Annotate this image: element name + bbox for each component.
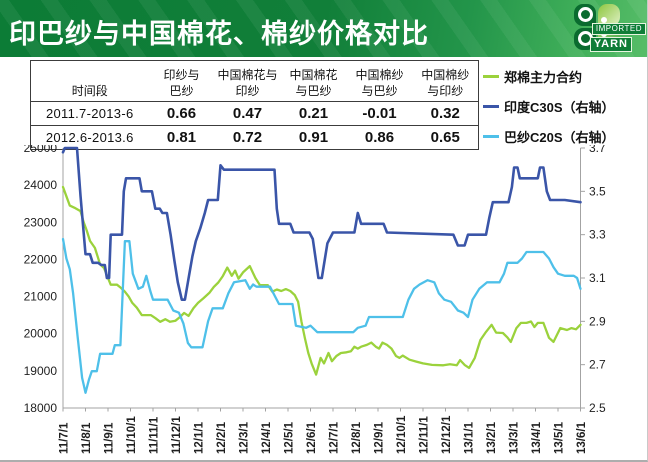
y-axis-left-label: 19000: [24, 364, 58, 378]
x-axis-label: 11/11/1: [149, 416, 161, 454]
y-axis-left-label: 24000: [24, 178, 58, 192]
legend-label: 巴纱C20S（右轴）: [504, 129, 615, 145]
y-axis-left-label: 21000: [24, 290, 58, 304]
table-header-cell: 时间段: [30, 60, 149, 102]
x-axis-label: 11/10/1: [126, 416, 138, 454]
y-axis-right-label: 3.1: [589, 271, 606, 285]
x-axis-label: 12/4/1: [261, 421, 273, 454]
logo-text-yarn: YARN: [589, 37, 632, 52]
x-axis-label: 12/8/1: [351, 421, 363, 454]
table-cell-value: 0.66: [148, 101, 215, 126]
header-banner: 印巴纱与中国棉花、棉纱价格对比 IMPORTED YARN: [0, 0, 647, 57]
price-chart-svg: 25000 24000 23000 22000 21000 20000 19000 18000…: [24, 141, 606, 454]
correlation-table-body: 2011.7-2013-6 0.66 0.47 0.21 -0.01 0.32 2012.6…: [30, 101, 479, 150]
logo-text-imported: IMPORTED: [591, 23, 646, 35]
y-axis-right-label: 2.7: [589, 358, 606, 372]
table-cell-value: 0.81: [148, 125, 215, 150]
x-axis-label: 11/9/1: [104, 422, 116, 454]
y-axis-right-label: 3.3: [589, 228, 606, 242]
table-header-cell: 印纱与 巴纱: [148, 60, 215, 102]
table-cell-value: 0.32: [412, 101, 479, 126]
x-axis-label: 12/5/1: [284, 421, 296, 454]
table-cell-period: 2011.7-2013-6: [30, 101, 149, 126]
series-line-india-c30s: [61, 146, 582, 301]
y-axis-right-label: 2.5: [589, 401, 606, 415]
table-cell-value: 0.91: [280, 125, 347, 150]
price-chart: 25000 24000 23000 22000 21000 20000 19000 18000…: [0, 141, 647, 460]
x-axis-label: 13/3/1: [509, 421, 521, 454]
table-row: 2012.6-2013.6 0.81 0.72 0.91 0.86 0.65: [30, 125, 479, 150]
table-cell-value: 0.72: [214, 125, 281, 150]
x-axis-label: 12/3/1: [239, 421, 251, 454]
y-axis-left-label: 22000: [24, 252, 58, 266]
table-header-cell: 中国棉纱 与巴纱: [346, 60, 413, 102]
x-axis-label: 13/5/1: [554, 421, 566, 454]
legend-label: 郑棉主力合约: [504, 69, 583, 85]
table-cell-value: 0.47: [214, 101, 281, 126]
table-cell-value: -0.01: [346, 101, 413, 126]
y-axis-left-label: 25000: [24, 145, 58, 155]
table-cell-value: 0.21: [280, 101, 347, 126]
y-axis-right-label: 2.9: [589, 314, 606, 328]
clover-leaf: [598, 4, 620, 26]
legend-item: 郑棉主力合约: [483, 68, 615, 85]
legend-item: 印度C30S（右轴）: [483, 98, 615, 115]
legend-line-swatch: [483, 74, 499, 78]
series-line-pakistan-c20s: [61, 237, 582, 394]
correlation-table: 时间段 印纱与 巴纱 中国棉花与 印纱 中国棉花 与巴纱 中国棉纱 与巴纱 中国棉纱 与印…: [30, 60, 479, 150]
clover-leaf: [574, 4, 596, 26]
x-axis-label: 11/8/1: [81, 422, 93, 454]
x-axis-label: 13/2/1: [486, 421, 498, 454]
page-title: 印巴纱与中国棉花、棉纱价格对比: [9, 19, 429, 49]
table-cell-period: 2012.6-2013.6: [30, 125, 149, 150]
table-header-cell: 中国棉花 与巴纱: [280, 60, 347, 102]
legend-item: 巴纱C20S（右轴）: [483, 128, 615, 145]
x-axis-label: 11/7/1: [59, 422, 71, 454]
table-cell-value: 0.86: [346, 125, 413, 150]
x-axis-label: 12/11/1: [419, 416, 431, 454]
x-axis-label: 13/6/1: [576, 421, 588, 454]
imported-yarn-logo: IMPORTED YARN: [572, 1, 646, 56]
legend-line-swatch: [483, 104, 499, 108]
y-axis-left-label: 23000: [24, 215, 58, 229]
table-header-cell: 中国棉纱 与印纱: [412, 60, 479, 102]
legend-line-swatch: [483, 134, 499, 138]
chart-legend: 郑棉主力合约印度C30S（右轴） 巴纱C20S（右轴）: [483, 68, 615, 158]
x-axis-label: 12/6/1: [306, 421, 318, 454]
table-row: 2011.7-2013-6 0.66 0.47 0.21 -0.01 0.32: [30, 101, 479, 126]
x-axis-label: 12/2/1: [216, 421, 228, 454]
x-axis-label: 12/10/1: [396, 415, 408, 454]
y-axis-left-label: 18000: [24, 401, 58, 415]
legend-label: 印度C30S（右轴）: [504, 99, 615, 115]
x-axis-label: 13/1/1: [464, 421, 476, 454]
x-axis-label: 11/12/1: [171, 416, 183, 454]
x-axis-label: 12/12/1: [441, 415, 453, 454]
y-axis-right-label: 3.7: [589, 145, 606, 155]
x-axis-label: 12/1/1: [194, 421, 206, 454]
y-axis-left-label: 20000: [24, 327, 58, 341]
y-axis-right-label: 3.5: [589, 184, 606, 198]
series-line-zhengmian-main-contract: [61, 185, 582, 376]
x-axis-label: 12/7/1: [329, 421, 341, 454]
correlation-table-head: 时间段 印纱与 巴纱 中国棉花与 印纱 中国棉花 与巴纱 中国棉纱 与巴纱 中国棉纱 与印…: [30, 60, 479, 102]
x-axis-label: 13/4/1: [531, 421, 543, 454]
x-axis-label: 12/9/1: [374, 421, 386, 454]
table-cell-value: 0.65: [412, 125, 479, 150]
table-header-cell: 中国棉花与 印纱: [214, 60, 281, 102]
